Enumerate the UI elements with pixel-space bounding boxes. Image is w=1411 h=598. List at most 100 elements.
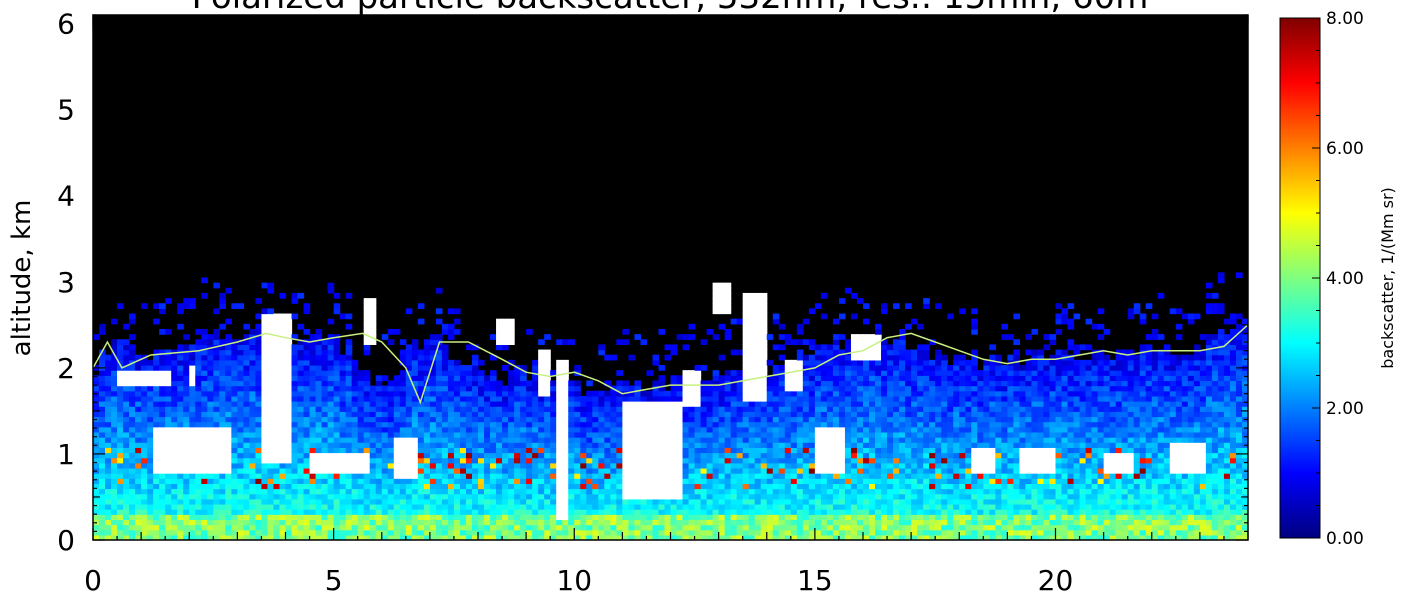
heatmap-cell bbox=[159, 328, 166, 335]
heatmap-cell bbox=[742, 431, 750, 438]
heatmap-cell bbox=[850, 529, 858, 536]
heatmap-cell bbox=[652, 534, 660, 540]
heatmap-cell bbox=[177, 303, 184, 309]
heatmap-cell bbox=[526, 447, 533, 454]
heatmap-cell bbox=[586, 514, 593, 521]
heatmap-cell bbox=[267, 339, 275, 346]
heatmap-cell bbox=[399, 503, 407, 510]
heatmap-cell bbox=[814, 395, 822, 402]
heatmap-cell bbox=[742, 411, 750, 418]
heatmap-cell bbox=[796, 411, 804, 418]
heatmap-cell bbox=[580, 452, 587, 459]
heatmap-cell bbox=[399, 483, 407, 490]
heatmap-cell bbox=[351, 370, 359, 376]
heatmap-cell bbox=[291, 509, 299, 515]
heatmap-cell bbox=[285, 323, 293, 330]
heatmap-cell bbox=[814, 349, 822, 356]
heatmap-cell bbox=[850, 457, 858, 464]
heatmap-cell bbox=[405, 380, 413, 387]
heatmap-cell bbox=[778, 385, 786, 392]
heatmap-cell bbox=[760, 401, 768, 407]
heatmap-cell bbox=[875, 354, 882, 361]
heatmap-cell bbox=[291, 524, 299, 531]
heatmap-cell bbox=[628, 524, 636, 531]
heatmap-cell bbox=[129, 519, 136, 526]
heatmap-cell bbox=[177, 359, 184, 366]
heatmap-cell bbox=[333, 498, 341, 505]
heatmap-cell bbox=[333, 421, 341, 428]
heatmap-cell bbox=[135, 483, 142, 490]
heatmap-cell bbox=[484, 478, 491, 484]
heatmap-cell bbox=[875, 416, 882, 423]
heatmap-cell bbox=[279, 524, 287, 531]
heatmap-cell bbox=[447, 308, 455, 315]
heatmap-cell bbox=[520, 462, 527, 469]
heatmap-cell bbox=[869, 334, 876, 340]
heatmap-cell bbox=[297, 365, 305, 371]
heatmap-cell bbox=[453, 519, 461, 526]
heatmap-cell bbox=[658, 385, 666, 392]
heatmap-cell bbox=[303, 375, 311, 382]
heatmap-cell bbox=[875, 349, 882, 356]
heatmap-cell bbox=[838, 457, 846, 464]
heatmap-cell bbox=[814, 421, 822, 428]
heatmap-cell bbox=[622, 442, 629, 448]
heatmap-cell bbox=[399, 406, 407, 412]
heatmap-cell bbox=[387, 488, 395, 495]
heatmap-cell bbox=[850, 416, 858, 423]
heatmap-cell bbox=[105, 483, 112, 490]
heatmap-cell bbox=[93, 375, 100, 382]
heatmap-cell bbox=[772, 483, 780, 490]
heatmap-cell bbox=[856, 370, 864, 376]
heatmap-cell bbox=[123, 349, 130, 356]
heatmap-cell bbox=[628, 437, 636, 443]
heatmap-cell bbox=[345, 473, 353, 479]
heatmap-cell bbox=[435, 431, 443, 438]
heatmap-cell bbox=[195, 514, 202, 521]
heatmap-cell bbox=[838, 411, 846, 418]
heatmap-cell bbox=[327, 452, 335, 459]
heatmap-cell bbox=[796, 375, 804, 382]
heatmap-cell bbox=[610, 483, 617, 490]
heatmap-cell bbox=[808, 493, 816, 500]
heatmap-cell bbox=[550, 457, 557, 464]
heatmap-cell bbox=[429, 524, 437, 531]
heatmap-cell bbox=[802, 375, 810, 382]
heatmap-cell bbox=[267, 478, 275, 484]
heatmap-cell bbox=[790, 442, 798, 448]
heatmap-cell bbox=[490, 354, 497, 361]
heatmap-cell bbox=[550, 488, 557, 495]
heatmap-cell bbox=[351, 452, 359, 459]
heatmap-cell bbox=[844, 416, 852, 423]
heatmap-cell bbox=[453, 514, 461, 521]
heatmap-cell bbox=[171, 534, 178, 540]
heatmap-cell bbox=[748, 359, 756, 366]
heatmap-cell bbox=[496, 395, 503, 402]
heatmap-cell bbox=[225, 529, 232, 536]
heatmap-cell bbox=[772, 519, 780, 526]
heatmap-cell bbox=[592, 442, 599, 448]
heatmap-cell bbox=[869, 359, 876, 366]
heatmap-cell bbox=[417, 534, 425, 540]
heatmap-cell bbox=[736, 519, 744, 526]
heatmap-cell bbox=[351, 519, 359, 526]
heatmap-cell bbox=[465, 519, 473, 526]
heatmap-cell bbox=[201, 509, 208, 515]
heatmap-cell bbox=[291, 462, 299, 469]
heatmap-cell bbox=[195, 426, 202, 433]
heatmap-cell bbox=[261, 339, 269, 346]
heatmap-cell bbox=[760, 467, 768, 474]
heatmap-cell bbox=[441, 509, 449, 515]
heatmap-cell bbox=[796, 529, 804, 536]
heatmap-cell bbox=[117, 349, 124, 356]
heatmap-cell bbox=[327, 493, 335, 500]
heatmap-cell bbox=[243, 344, 251, 351]
heatmap-cell bbox=[165, 503, 172, 510]
heatmap-cell bbox=[249, 426, 257, 433]
heatmap-cell bbox=[93, 426, 100, 433]
heatmap-cell bbox=[682, 483, 690, 490]
heatmap-cell bbox=[357, 385, 365, 392]
heatmap-cell bbox=[453, 431, 461, 438]
heatmap-cell bbox=[435, 380, 443, 387]
heatmap-cell bbox=[712, 498, 720, 505]
